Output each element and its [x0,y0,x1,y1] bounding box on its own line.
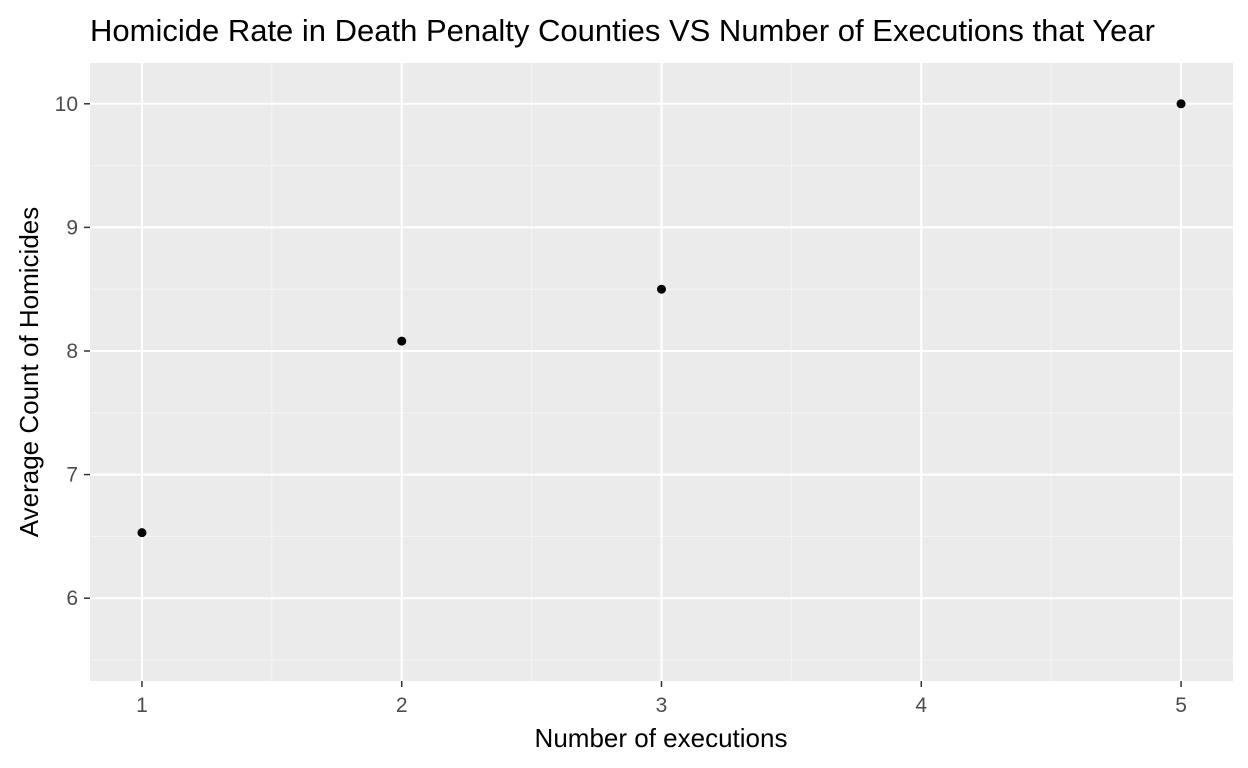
chart-title: Homicide Rate in Death Penalty Counties … [90,13,1155,48]
y-axis-title: Average Count of Homicides [14,207,44,537]
data-point [397,336,407,346]
x-tick-label: 5 [1175,694,1187,717]
data-point [1176,99,1186,109]
x-tick-label: 3 [656,694,668,717]
y-tick-label: 10 [55,93,78,116]
y-tick-label: 7 [66,464,78,487]
x-tick-label: 4 [915,694,927,717]
data-point [657,284,666,294]
grid-lines [90,63,1233,681]
x-tick-label: 2 [396,694,408,717]
y-tick-label: 9 [66,216,78,239]
data-point [137,528,147,538]
x-tick-label: 1 [136,694,148,717]
data-points [137,99,1186,538]
axis-ticks: 1 2 3 4 5 6 7 8 9 10 [55,93,1187,717]
y-tick-label: 8 [66,340,78,363]
x-axis-title: Number of executions [535,723,788,753]
y-tick-label: 6 [66,587,78,610]
